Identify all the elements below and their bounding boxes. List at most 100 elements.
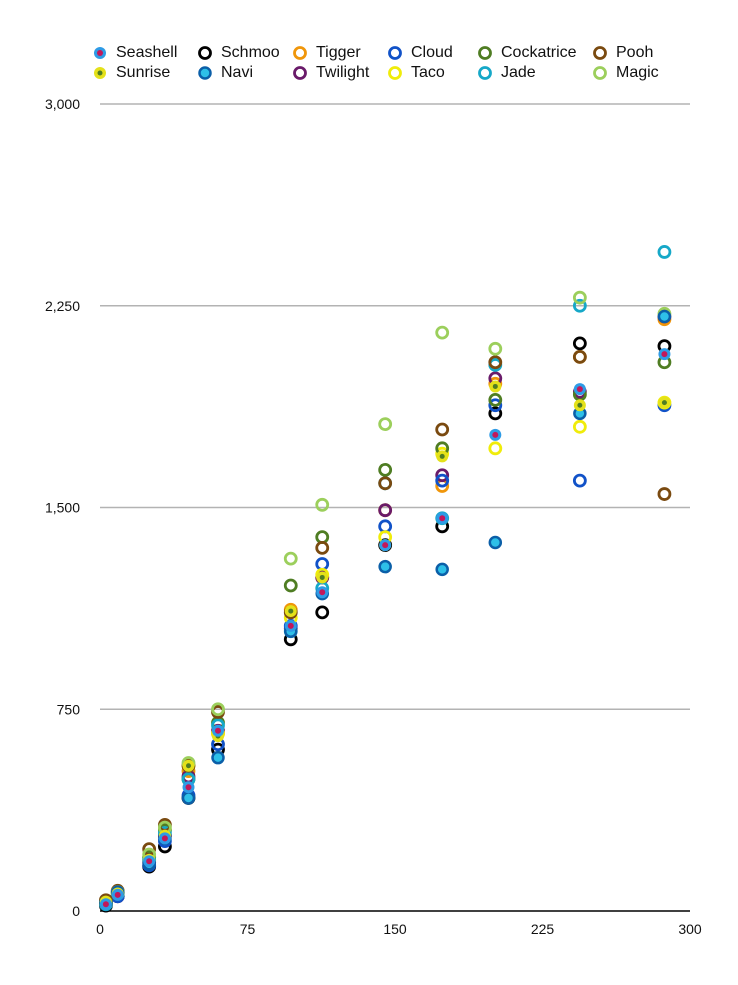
data-point-seashell	[316, 586, 329, 599]
data-point-cloud	[488, 398, 503, 413]
x-tick-label: 225	[531, 921, 555, 937]
legend-label: Schmoo	[221, 44, 280, 61]
legend-marker	[478, 66, 492, 80]
data-point-seashell	[658, 348, 671, 361]
data-point-seashell	[573, 383, 586, 396]
legend-label: Cloud	[411, 44, 453, 61]
data-point-jade	[657, 245, 672, 259]
legend-marker-seashell	[94, 47, 106, 59]
data-point-seashell	[379, 539, 392, 552]
data-point-schmoo	[572, 336, 587, 351]
legend-item-navi: Navi	[197, 63, 253, 83]
series-twilight	[99, 309, 672, 910]
data-point-taco	[572, 419, 587, 434]
data-point-seashell	[489, 428, 502, 441]
data-point-navi	[211, 750, 225, 765]
data-point-magic	[572, 290, 587, 305]
legend-marker-cloud	[388, 46, 402, 60]
legend-marker-schmoo	[198, 46, 212, 60]
data-point-pooh	[435, 422, 450, 437]
legend-marker-jade	[478, 66, 492, 80]
data-point-sunrise	[182, 759, 195, 772]
legend-marker	[293, 66, 307, 80]
data-point-seashell	[99, 898, 112, 911]
data-point-seashell	[182, 781, 195, 794]
data-point-pooh	[315, 540, 330, 555]
data-point-schmoo	[315, 605, 330, 620]
y-tick-label: 3,000	[45, 96, 80, 112]
data-points	[99, 245, 672, 913]
data-point-sunrise	[436, 450, 449, 463]
data-point-magic	[435, 325, 450, 340]
y-tick-label: 2,250	[45, 298, 80, 314]
data-point-pooh	[378, 476, 393, 491]
legend-label: Magic	[616, 64, 659, 81]
data-point-sunrise	[489, 380, 502, 393]
series-sunrise	[99, 380, 671, 908]
legend-marker-tigger	[293, 46, 307, 60]
data-point-sunrise	[658, 396, 671, 409]
data-point-sunrise	[316, 571, 329, 584]
legend-label: Sunrise	[116, 64, 171, 81]
legend-item-tigger: Tigger	[292, 43, 361, 63]
data-point-twilight	[378, 503, 393, 518]
data-point-cockatrice	[283, 578, 298, 593]
legend-marker	[198, 46, 212, 60]
data-point-cockatrice	[488, 392, 503, 407]
data-point-sunrise	[284, 605, 297, 618]
legend-label: Seashell	[116, 44, 178, 61]
data-point-seashell	[436, 512, 449, 525]
legend-marker-magic	[593, 66, 607, 80]
series-cockatrice	[99, 355, 672, 910]
legend-item-jade: Jade	[477, 63, 536, 83]
x-tick-label: 0	[96, 921, 104, 937]
legend-item-seashell: Seashell	[92, 43, 177, 63]
legend-label: Cockatrice	[501, 44, 577, 61]
legend-item-cockatrice: Cockatrice	[477, 43, 577, 63]
data-point-seashell	[111, 888, 124, 901]
data-point-twilight	[435, 468, 450, 483]
data-point-schmoo	[488, 406, 503, 421]
legend-marker	[388, 66, 402, 80]
data-point-seashell	[158, 832, 171, 845]
data-point-cockatrice	[315, 530, 330, 544]
data-point-cockatrice	[378, 462, 393, 477]
legend-marker	[478, 46, 492, 60]
legend-marker-twilight	[293, 66, 307, 80]
legend-marker	[94, 47, 106, 59]
legend-marker	[593, 46, 607, 60]
x-axis-tick-labels: 0 75 150 225 300	[96, 921, 702, 937]
data-point-magic	[378, 417, 393, 432]
legend-label: Pooh	[616, 44, 654, 61]
legend-marker-navi	[198, 66, 212, 80]
data-point-cloud	[435, 473, 450, 488]
data-point-cloud	[572, 473, 587, 488]
data-point-seashell	[212, 724, 224, 737]
data-point-magic	[488, 341, 503, 356]
data-point-sunrise	[573, 399, 586, 412]
legend-item-twilight: Twilight	[292, 63, 369, 83]
data-point-pooh	[657, 487, 672, 501]
legend-item-taco: Taco	[387, 63, 445, 83]
data-point-jade	[572, 298, 587, 313]
legend-marker	[94, 67, 106, 79]
legend-item-pooh: Pooh	[592, 43, 653, 63]
data-point-seashell	[284, 619, 297, 632]
legend-label: Jade	[501, 64, 536, 81]
legend-marker-cockatrice	[478, 46, 492, 60]
series-pooh	[99, 349, 672, 908]
data-point-magic	[283, 551, 298, 566]
y-tick-label: 0	[72, 903, 80, 919]
x-tick-label: 150	[383, 921, 407, 937]
legend-item-schmoo: Schmoo	[197, 43, 280, 63]
legend-item-magic: Magic	[592, 63, 659, 83]
legend-label: Navi	[221, 64, 254, 81]
data-point-pooh	[488, 355, 503, 370]
legend-marker	[593, 66, 607, 80]
y-tick-label: 1,500	[45, 500, 80, 516]
series-taco	[99, 395, 672, 910]
legend-marker	[198, 66, 212, 80]
data-point-cloud	[315, 557, 330, 571]
series-navi	[99, 309, 672, 910]
series-seashell	[99, 348, 671, 911]
